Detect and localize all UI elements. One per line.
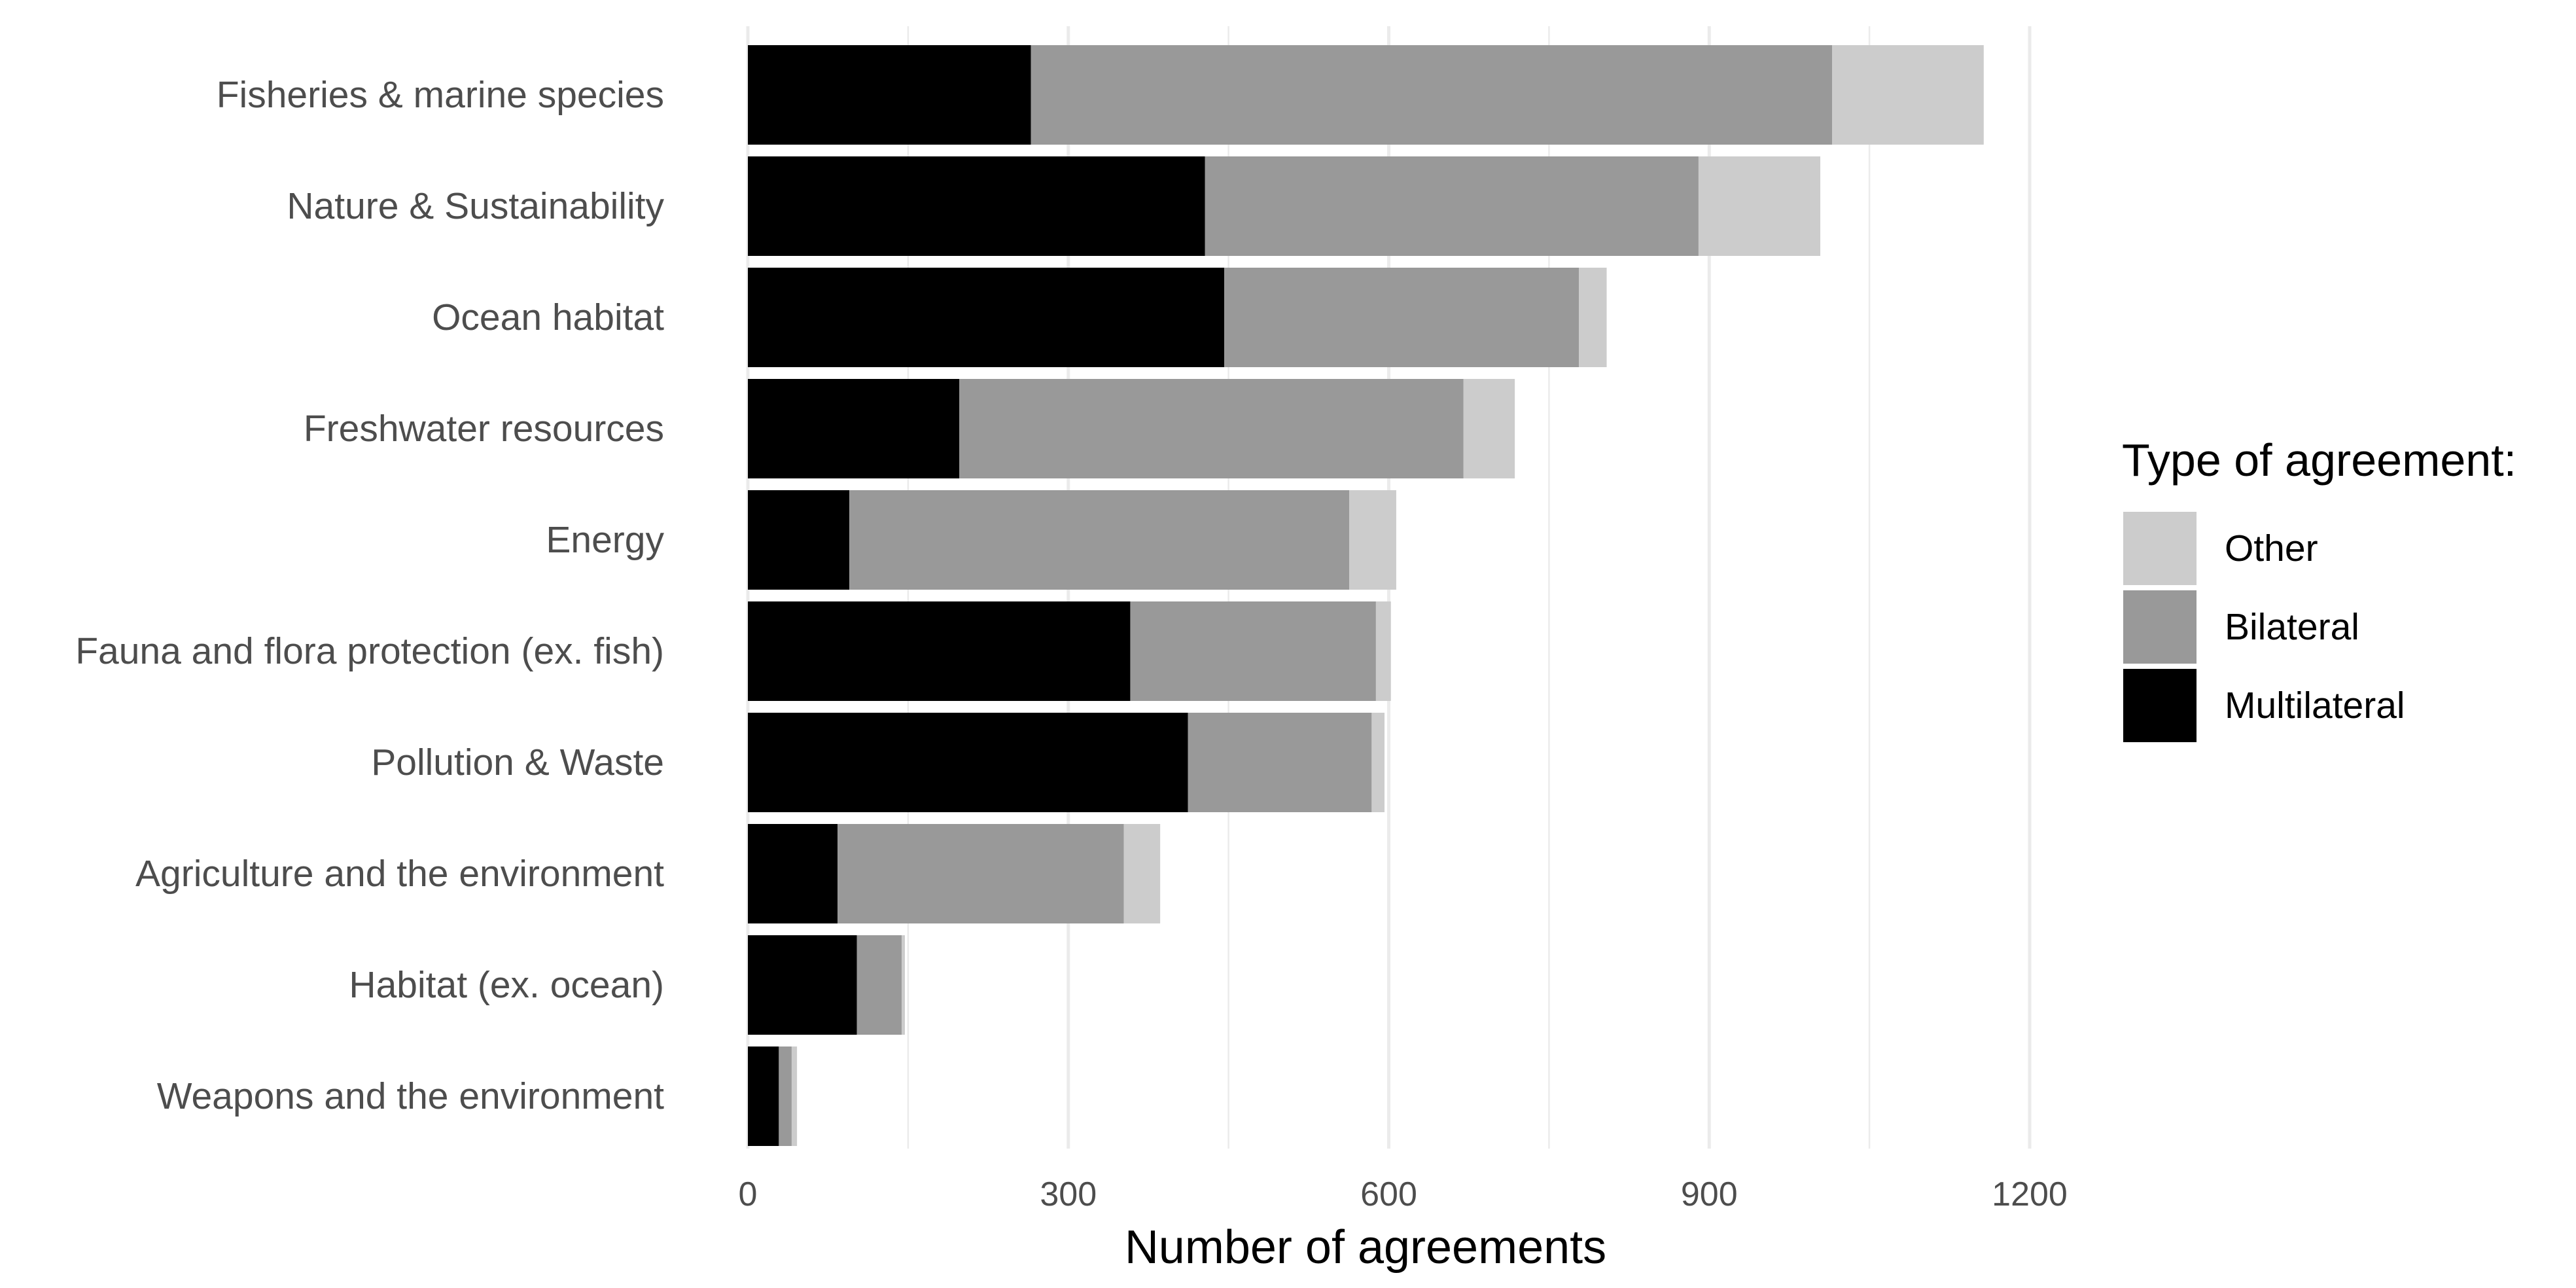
legend-key-other [2123, 512, 2197, 585]
bar-bilateral [838, 824, 1124, 923]
bar-multilateral [748, 268, 1225, 367]
x-tick-label: 900 [1681, 1175, 1738, 1213]
bar-multilateral [748, 713, 1188, 812]
bar-other [1463, 379, 1515, 478]
bar-bilateral [1188, 713, 1372, 812]
x-tick-label: 1200 [1992, 1175, 2068, 1213]
bar-other [1831, 45, 1984, 145]
bar-multilateral [748, 935, 857, 1035]
x-tick-label: 300 [1040, 1175, 1097, 1213]
legend-key-bilateral [2123, 590, 2197, 664]
bar-other [1349, 490, 1396, 590]
bar-bilateral [849, 490, 1350, 590]
category-label: Fauna and flora protection (ex. fish) [75, 630, 664, 672]
bar-other [902, 935, 905, 1035]
bar-other [1579, 268, 1607, 367]
legend: Type of agreement: Other Bilateral Multila… [2122, 435, 2516, 742]
bar-other [1375, 601, 1391, 701]
bar-bilateral [1130, 601, 1376, 701]
legend-title: Type of agreement: [2122, 435, 2516, 486]
bar-other [1698, 156, 1821, 256]
bar-bilateral [1224, 268, 1579, 367]
category-label: Habitat (ex. ocean) [349, 964, 664, 1006]
bar-multilateral [748, 156, 1205, 256]
x-axis-title: Number of agreements [1125, 1221, 1606, 1274]
bar-bilateral [1031, 45, 1832, 145]
bar-multilateral [748, 490, 850, 590]
category-labels: Fisheries & marine species Nature & Susta… [75, 74, 664, 1117]
legend-label-bilateral: Bilateral [2225, 606, 2359, 648]
category-label: Weapons and the environment [157, 1075, 664, 1117]
bar-multilateral [748, 45, 1031, 145]
category-label: Ocean habitat [432, 296, 664, 338]
bar-bilateral [779, 1046, 792, 1146]
category-label: Nature & Sustainability [287, 185, 664, 227]
bars [748, 45, 1984, 1146]
legend-entries: Other Bilateral Multilateral [2123, 512, 2405, 742]
x-axis-ticks: 0 300 600 900 1200 [739, 1175, 2068, 1213]
bar-other [791, 1046, 798, 1146]
bar-bilateral [856, 935, 902, 1035]
bar-other [1371, 713, 1385, 812]
category-label: Agriculture and the environment [135, 853, 664, 895]
category-label: Pollution & Waste [371, 742, 664, 783]
bar-multilateral [748, 601, 1131, 701]
x-tick-label: 0 [739, 1175, 758, 1213]
legend-label-multilateral: Multilateral [2225, 685, 2405, 726]
legend-label-other: Other [2225, 528, 2318, 569]
bar-multilateral [748, 1046, 779, 1146]
bar-other [1123, 824, 1161, 923]
legend-key-multilateral [2123, 669, 2197, 742]
bar-multilateral [748, 379, 960, 478]
category-label: Energy [546, 519, 664, 561]
category-label: Fisheries & marine species [217, 74, 664, 116]
category-label: Freshwater resources [304, 408, 664, 450]
bar-bilateral [1205, 156, 1699, 256]
bar-bilateral [959, 379, 1464, 478]
bar-multilateral [748, 824, 838, 923]
x-tick-label: 600 [1360, 1175, 1417, 1213]
